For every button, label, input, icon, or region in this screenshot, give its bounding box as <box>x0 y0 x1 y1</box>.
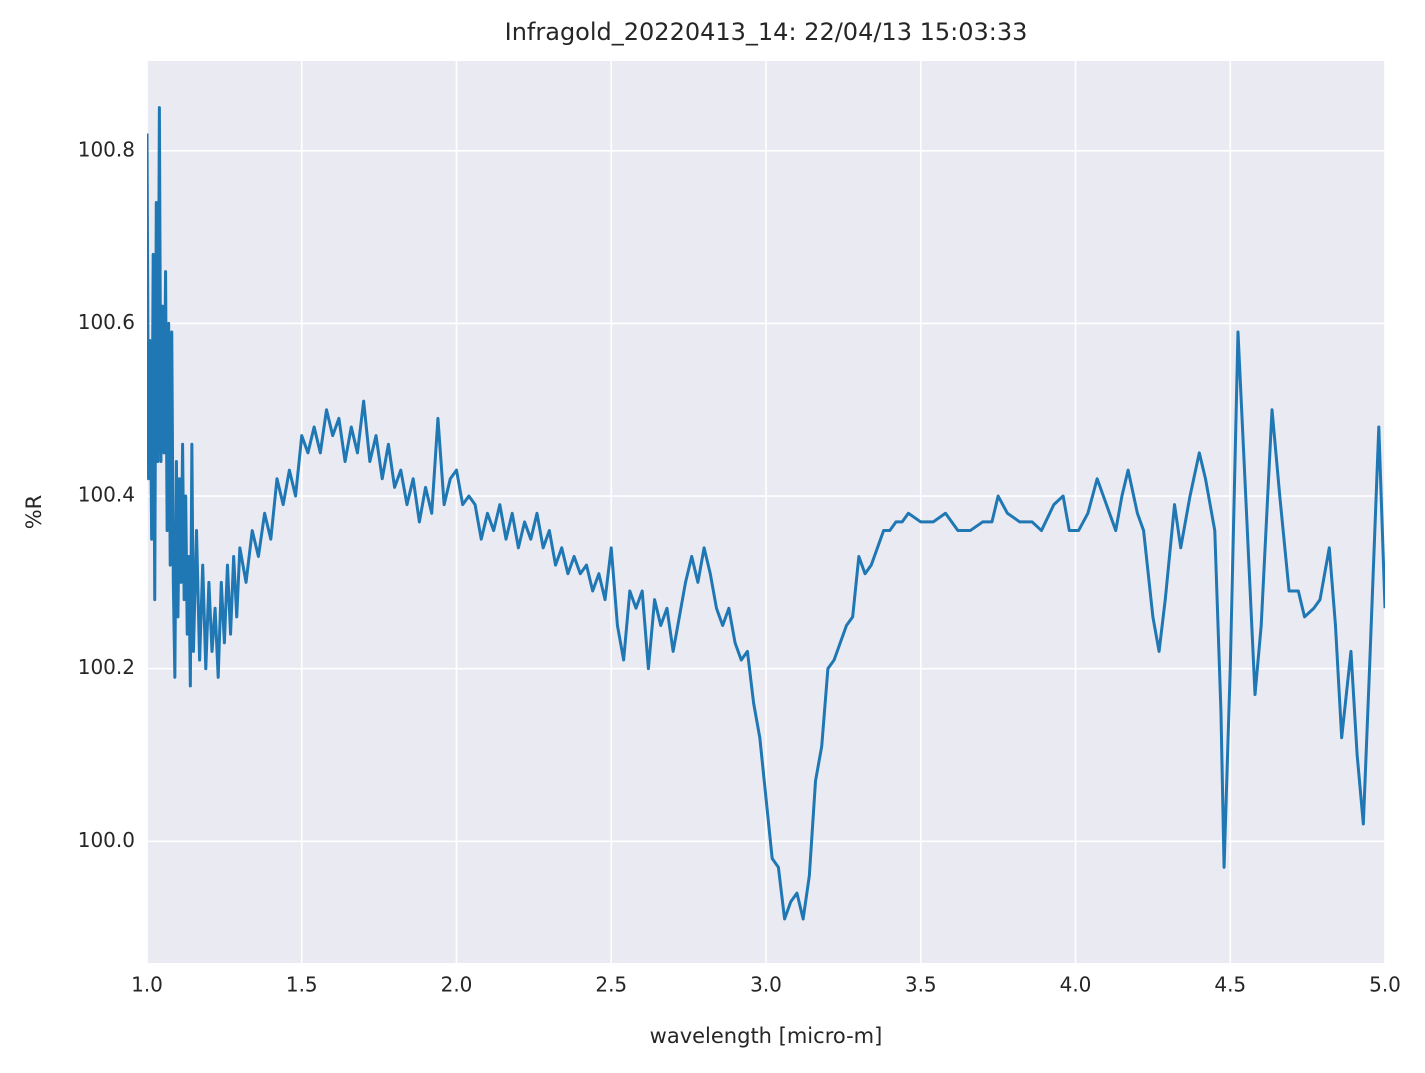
grid <box>146 61 1386 963</box>
x-tick-label: 2.5 <box>595 973 627 997</box>
x-tick-label: 4.0 <box>1060 973 1092 997</box>
y-tick-label: 100.8 <box>78 137 135 161</box>
y-axis-label: %R <box>22 495 46 530</box>
chart-title: Infragold_20220413_14: 22/04/13 15:03:33 <box>505 18 1028 46</box>
x-tick-label: 1.5 <box>286 973 318 997</box>
y-tick-label: 100.0 <box>78 828 135 852</box>
x-tick-label: 3.0 <box>750 973 782 997</box>
y-tick-label: 100.2 <box>78 655 135 679</box>
x-tick-label: 3.5 <box>905 973 937 997</box>
y-tick-label: 100.6 <box>78 310 135 334</box>
x-tick-label: 2.0 <box>441 973 473 997</box>
x-axis-label: wavelength [micro-m] <box>650 1024 883 1048</box>
x-tick-label: 1.0 <box>131 973 163 997</box>
data-line <box>147 106 1385 921</box>
y-tick-label: 100.4 <box>78 483 135 507</box>
x-tick-label: 4.5 <box>1214 973 1246 997</box>
x-tick-label: 5.0 <box>1369 973 1401 997</box>
